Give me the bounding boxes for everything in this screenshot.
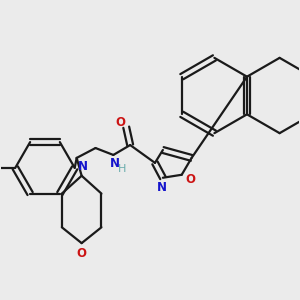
Text: O: O [115, 116, 125, 129]
Text: N: N [78, 160, 88, 173]
Text: N: N [157, 181, 167, 194]
Text: N: N [110, 158, 120, 170]
Text: O: O [186, 173, 196, 186]
Text: O: O [76, 247, 87, 260]
Text: H: H [118, 164, 126, 174]
